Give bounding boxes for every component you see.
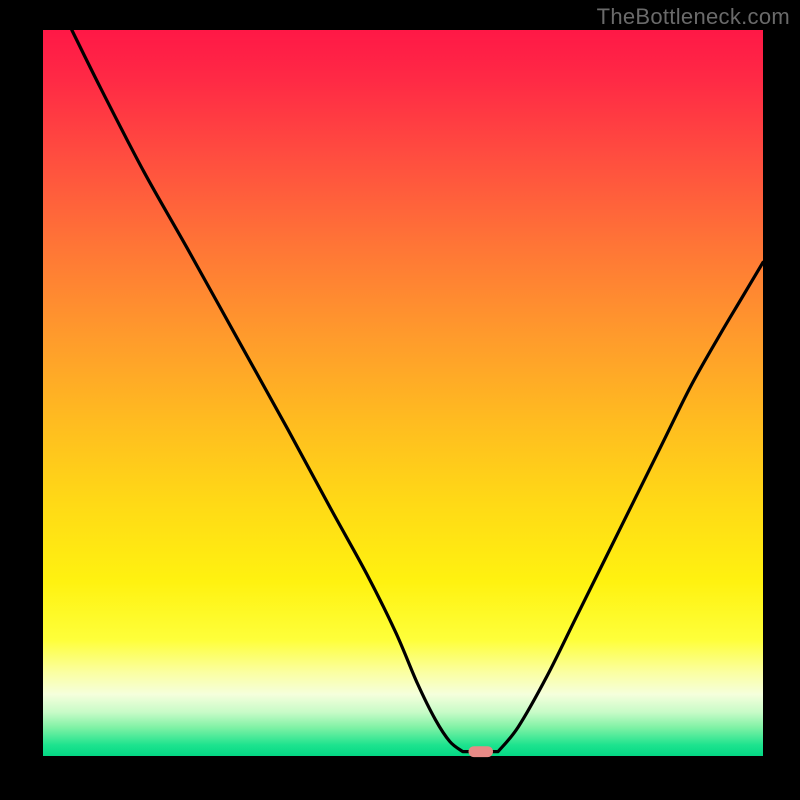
chart-stage: TheBottleneck.com <box>0 0 800 800</box>
optimal-marker <box>469 746 493 757</box>
watermark-text: TheBottleneck.com <box>597 4 790 30</box>
bottleneck-chart <box>0 0 800 800</box>
